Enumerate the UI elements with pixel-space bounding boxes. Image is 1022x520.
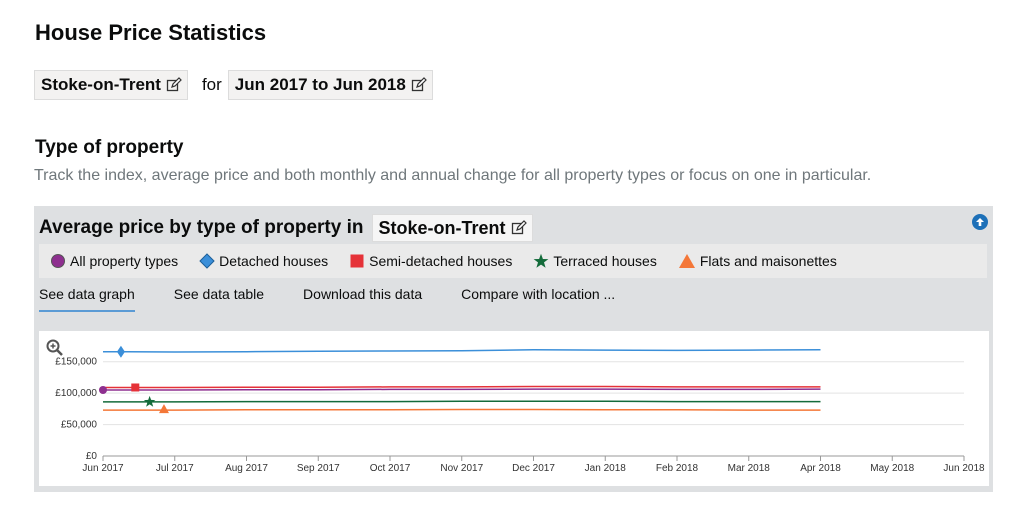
legend-label: Flats and maisonettes [699,253,837,269]
triangle-marker-icon [678,254,695,268]
chart-tabs: See data graph See data table Download t… [39,286,654,312]
y-tick-label: £50,000 [61,420,98,431]
legend-label: Terraced houses [553,253,657,269]
page-selectors: Stoke-on-Trent for Jun 2017 to Jun 2018 [34,70,433,100]
chart-area: £0 £50,000 £100,000 £150,000 Jun 2017 Jul 201… [39,331,989,486]
location-selector-label: Stoke-on-Trent [41,75,161,94]
section-description: Track the index, average price and both … [34,167,872,184]
x-tick-label: Nov 2017 [440,463,483,474]
for-text: for [201,75,222,94]
x-tick-label: Jun 2017 [82,463,124,474]
y-tick-label: £100,000 [55,388,97,399]
edit-icon [411,77,427,92]
x-tick-label: Feb 2018 [656,463,699,474]
series-line [103,400,821,403]
legend-item-flats-and-maisonettes[interactable]: Flats and maisonettes [678,253,837,269]
x-tick-label: Jan 2018 [585,463,627,474]
x-tick-label: Oct 2017 [370,463,411,474]
y-tick-label: £0 [86,451,98,462]
series-marker [158,404,169,414]
legend-item-all-property-types[interactable]: All property types [50,253,178,269]
edit-icon [166,77,182,92]
zoom-icon[interactable] [46,339,64,357]
line-chart: £0 £50,000 £100,000 £150,000 Jun 2017 Jul 201… [55,345,985,474]
location-selector[interactable]: Stoke-on-Trent [34,70,188,100]
legend-item-detached-houses[interactable]: Detached houses [199,253,328,269]
page-title: House Price Statistics [35,20,267,45]
series-line [102,349,821,353]
x-tick-label: Mar 2018 [728,463,771,474]
series-marker [143,395,156,407]
circle-marker-icon [51,254,65,268]
panel-title: Average price by type of property in [39,217,364,238]
panel-header: Average price by type of property in Sto… [39,214,533,242]
series-line [103,388,821,391]
section-title: Type of property [35,137,184,158]
edit-icon [511,220,527,235]
series-marker [99,386,107,394]
x-tick-label: Jul 2017 [156,463,194,474]
series-line [103,408,821,411]
panel-location-selector[interactable]: Stoke-on-Trent [371,214,533,242]
chart-panel: Average price by type of property in Sto… [34,206,993,492]
legend-label: All property types [70,253,179,269]
diamond-marker-icon [199,253,215,269]
series-marker [116,345,125,358]
legend-label: Semi-detached houses [369,253,513,269]
square-marker-icon [350,254,364,268]
x-tick-label: Jun 2018 [943,463,985,474]
tab-see-data-graph[interactable]: See data graph [39,286,135,312]
tab-download-data[interactable]: Download this data [303,286,423,302]
tab-see-data-table[interactable]: See data table [173,286,265,302]
x-tick-label: Sep 2017 [297,463,340,474]
date-range-label: Jun 2017 to Jun 2018 [234,75,406,94]
x-tick-label: May 2018 [870,463,914,474]
x-tick-label: Dec 2017 [512,463,555,474]
tab-compare-location[interactable]: Compare with location ... [461,286,616,302]
x-tick-label: Aug 2017 [225,463,268,474]
chart-legend: All property types Detached houses Semi-… [39,244,987,278]
star-marker-icon [533,253,549,268]
x-tick-label: Apr 2018 [800,463,841,474]
legend-label: Detached houses [219,253,329,269]
series-line [103,385,821,389]
date-range-selector[interactable]: Jun 2017 to Jun 2018 [227,70,433,100]
legend-item-semi-detached-houses[interactable]: Semi-detached houses [349,253,512,269]
panel-location-label: Stoke-on-Trent [378,217,506,238]
y-tick-label: £150,000 [55,357,97,368]
back-to-top-icon[interactable] [972,214,988,230]
legend-item-terraced-houses[interactable]: Terraced houses [533,253,657,269]
series-marker [131,383,140,392]
